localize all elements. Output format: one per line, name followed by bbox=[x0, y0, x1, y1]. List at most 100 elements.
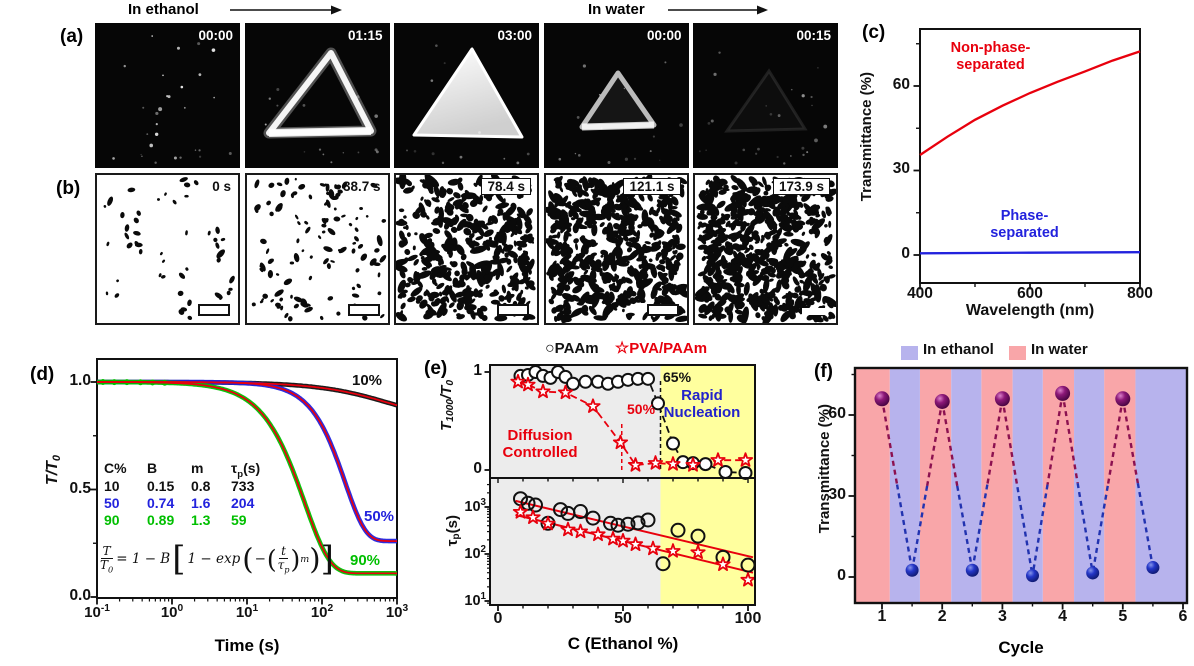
e-top-paam-point bbox=[578, 374, 593, 389]
panel-a-frame-3: 03:00 bbox=[394, 23, 539, 168]
e-bottom-pva-point bbox=[690, 544, 706, 559]
d-table-cell: 204 bbox=[231, 495, 255, 511]
f-legend-label-ethanol: In ethanol bbox=[923, 341, 994, 358]
f-legend-swatch-water bbox=[1009, 346, 1026, 360]
e-legend-pva-paam: PVA/PAAm bbox=[629, 340, 708, 357]
e-top-pva-point bbox=[510, 373, 526, 389]
scale-bar bbox=[497, 304, 529, 316]
e-top-paam-point bbox=[566, 376, 580, 391]
e-top-pva-point bbox=[585, 398, 601, 413]
scale-bar bbox=[646, 304, 679, 316]
d-green-dot bbox=[137, 379, 144, 386]
e-bottom-fit-line bbox=[515, 513, 754, 574]
e-bottom-pva-point bbox=[605, 531, 621, 546]
d-series-label-50: 50% bbox=[364, 508, 395, 525]
d-green-dot bbox=[123, 379, 130, 386]
e-bottom-pva-point bbox=[512, 504, 529, 519]
d-table-cell: 0.15 bbox=[147, 478, 175, 494]
e-legend-paam: PAAm bbox=[554, 340, 599, 357]
d-series-label-10: 10% bbox=[352, 372, 383, 389]
e-bottom-pva-point bbox=[627, 536, 644, 551]
e-top-y-tick-label: 1 bbox=[473, 362, 482, 379]
f-x-tick-label: 4 bbox=[1058, 608, 1068, 625]
d-table-cell: 90 bbox=[104, 512, 120, 528]
c-y-tick-label: 0 bbox=[901, 245, 910, 262]
star-marker-icon: ☆ bbox=[614, 340, 630, 357]
anno-line: separated bbox=[990, 224, 1059, 241]
e-top-pva-point bbox=[557, 384, 574, 400]
panel-label-b: (b) bbox=[56, 178, 81, 199]
e-bottom-pva-point bbox=[665, 543, 681, 558]
e-top-paam-point bbox=[536, 368, 550, 383]
e-bottom-pva-point bbox=[740, 572, 756, 587]
e-x-tick-label: 100 bbox=[734, 610, 762, 627]
e-top-paam-point bbox=[718, 464, 733, 479]
f-low-point bbox=[1086, 566, 1100, 580]
f-x-tick-label: 2 bbox=[937, 608, 947, 625]
d-table-cell: 59 bbox=[231, 512, 247, 528]
e-top-paam-point bbox=[601, 376, 615, 391]
f-legend-swatch-ethanol bbox=[901, 346, 918, 360]
e-top-paam-point bbox=[551, 365, 565, 379]
c-annotation-non-phase-separated: Non-phase- separated bbox=[933, 40, 1048, 73]
d-table-cell: 50 bbox=[104, 495, 120, 511]
e-top-pva-point bbox=[710, 452, 726, 467]
e-top-paam-point bbox=[676, 455, 690, 470]
e-top-paam-point bbox=[686, 456, 700, 471]
e-bottom-y-axis-label: τp(s) bbox=[444, 515, 462, 547]
f-y-tick-label: 30 bbox=[828, 486, 846, 503]
e-top-pva-point bbox=[612, 434, 629, 450]
d-green-dot bbox=[149, 379, 156, 386]
label-in-water-arrow: In water bbox=[588, 1, 645, 18]
panel-a-frame-4: 00:00 bbox=[543, 23, 689, 168]
e-bottom-paam-point bbox=[670, 522, 686, 538]
d-y-tick-label: 1.0 bbox=[69, 372, 91, 389]
d-x-tick-label: 102 bbox=[310, 603, 334, 621]
e-bottom-pva-point bbox=[590, 526, 606, 542]
e-bottom-paam-point bbox=[620, 516, 636, 532]
circle-marker-icon: ○ bbox=[545, 340, 555, 357]
e-x-axis-label: C (Ethanol %) bbox=[567, 634, 679, 653]
e-top-paam-point bbox=[611, 374, 625, 389]
d-table-header: B bbox=[147, 460, 158, 476]
scale-bar bbox=[347, 304, 380, 316]
frame-timestamp: 00:15 bbox=[796, 28, 831, 43]
e-bottom-pva-point bbox=[645, 540, 661, 556]
d-x-tick-label: 103 bbox=[385, 603, 409, 621]
e-bottom-paam-point bbox=[573, 504, 588, 520]
d-table-header: m bbox=[191, 460, 204, 476]
frame-timestamp: 78.4 s bbox=[481, 178, 531, 195]
e-top-paam-point bbox=[543, 370, 558, 385]
e-top-pva-point bbox=[647, 455, 664, 470]
e-top-pva-point bbox=[535, 383, 551, 399]
d-series-label-90: 90% bbox=[350, 552, 381, 569]
d-table-cell: 733 bbox=[231, 478, 255, 494]
e-top-paam-point bbox=[641, 371, 655, 386]
d-green-dot bbox=[99, 379, 106, 386]
anno-line: Rapid bbox=[681, 387, 723, 404]
panel-label-d: (d) bbox=[30, 364, 55, 385]
e-bottom-paam-point bbox=[603, 515, 618, 531]
d-table-header: C% bbox=[104, 460, 127, 476]
e-bottom-paam-point bbox=[540, 515, 556, 531]
panel-b-frame-1: 0 s bbox=[95, 173, 240, 325]
c-annotation-phase-separated: Phase- separated bbox=[967, 208, 1082, 241]
e-top-pva-point bbox=[737, 452, 754, 467]
frame-timestamp: 01:15 bbox=[347, 28, 383, 43]
frame-timestamp: 00:00 bbox=[646, 28, 682, 43]
c-x-tick-label: 800 bbox=[1127, 285, 1153, 302]
f-legend-label-water: In water bbox=[1031, 341, 1088, 358]
e-annotation-diffusion-controlled: Diffusion Controlled bbox=[494, 427, 586, 461]
c-x-tick-label: 600 bbox=[1017, 285, 1043, 302]
e-top-paam-point bbox=[738, 465, 753, 480]
anno-line: Phase- bbox=[1000, 208, 1049, 224]
e-bottom-pva-point bbox=[572, 523, 589, 539]
e-bottom-pva-point bbox=[715, 556, 731, 571]
d-x-axis-label: Time (s) bbox=[214, 636, 280, 655]
f-low-point bbox=[965, 563, 979, 577]
d-fit-equation: T T0 = 1 − B[1 − exp(−(t τp) m)] bbox=[100, 539, 334, 579]
panel-b-frame-5: 173.9 s bbox=[693, 173, 838, 327]
d-table-cell: 1.6 bbox=[191, 495, 211, 511]
f-x-axis-label: Cycle bbox=[998, 638, 1044, 657]
